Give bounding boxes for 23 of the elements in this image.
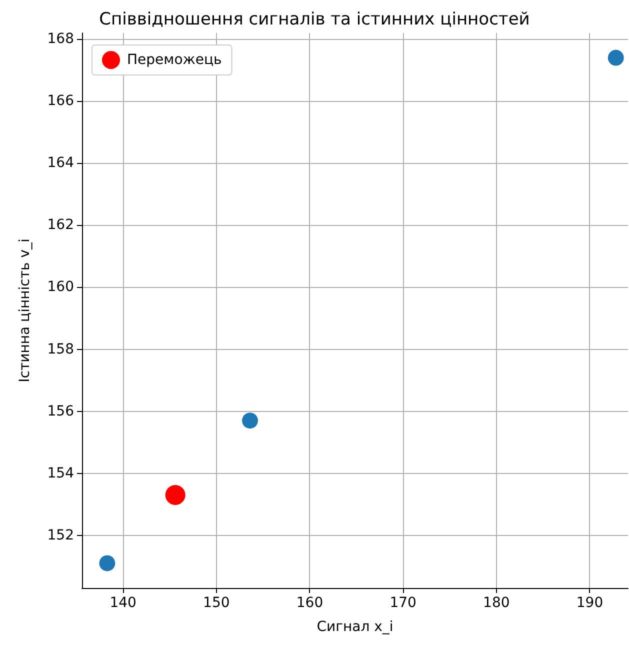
point (242, 412, 258, 429)
y-axis-title: Істинна цінність v_i (17, 238, 33, 382)
y-tick-label: 164 (47, 155, 74, 172)
x-tick-label: 180 (483, 595, 510, 611)
y-tick-label: 160 (47, 279, 74, 296)
point (165, 484, 186, 505)
x-tick-label: 150 (203, 595, 230, 611)
y-tick-label: 166 (47, 93, 74, 110)
y-tick-label: 152 (47, 527, 74, 544)
legend-label: Переможець (127, 52, 222, 68)
x-tick-label: 190 (576, 595, 604, 611)
y-tick-label: 156 (47, 403, 74, 420)
point (99, 555, 116, 572)
chart-title: Співвідношення сигналів та істинних цінностей (99, 10, 530, 30)
y-tick-label: 168 (47, 31, 74, 48)
y-tick-label: 158 (47, 341, 74, 358)
y-tick-label: 162 (47, 217, 74, 234)
y-tick-label: 154 (47, 465, 74, 482)
x-axis-title: Сигнал x_i (316, 619, 394, 635)
point (608, 50, 624, 66)
x-tick-label: 160 (296, 595, 324, 611)
x-tick-label: 170 (390, 595, 416, 611)
x-tick-label: 140 (110, 595, 136, 611)
